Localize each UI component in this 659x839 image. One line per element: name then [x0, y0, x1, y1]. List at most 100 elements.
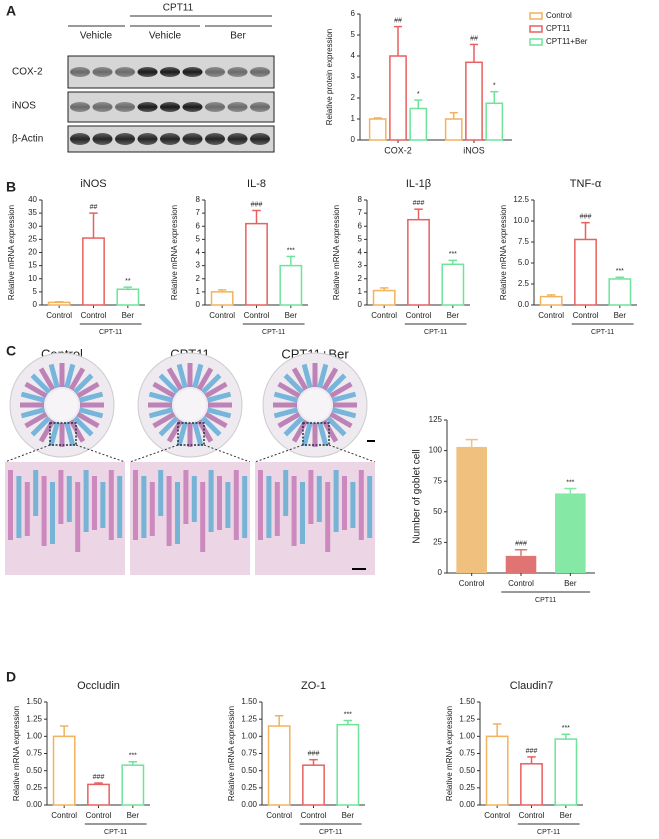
villus — [317, 363, 329, 389]
x-tick-label: Control — [209, 311, 235, 320]
villus — [148, 407, 174, 419]
y-tick-label: 4 — [358, 248, 363, 257]
bar — [554, 738, 578, 806]
villus — [321, 419, 339, 443]
y-tick-label: 1.50 — [459, 697, 475, 706]
y-tick-label: 6 — [358, 221, 363, 230]
crypt — [133, 470, 138, 540]
bar — [441, 263, 465, 306]
significance-label: * — [417, 91, 420, 98]
y-axis-label: Number of goblet cell — [412, 449, 423, 544]
villus — [152, 381, 176, 399]
crypt — [350, 482, 356, 528]
y-tick-label: 1 — [196, 287, 201, 296]
bar — [520, 763, 543, 806]
x-tick-label: Control — [244, 311, 270, 320]
y-tick-label: 8 — [196, 195, 201, 204]
zoom-image — [5, 462, 125, 575]
significance-label: *** — [129, 753, 137, 760]
villus — [176, 363, 188, 389]
villus — [68, 367, 86, 391]
x-tick-label: Control — [46, 311, 72, 320]
crypt — [66, 476, 72, 522]
crypt — [183, 470, 189, 524]
zoom-guide — [254, 444, 304, 463]
scale-bar — [352, 568, 366, 570]
villus — [176, 421, 188, 447]
villus — [331, 391, 357, 403]
crypt — [24, 482, 30, 536]
y-tick-label: 4 — [351, 51, 356, 60]
bar — [302, 764, 325, 806]
blot-band — [182, 133, 203, 145]
x-tick-label: Control — [519, 811, 545, 820]
y-tick-label: 20 — [28, 248, 37, 257]
significance-label: *** — [566, 479, 574, 486]
crypt — [266, 476, 272, 538]
bar — [336, 723, 360, 806]
villus — [166, 367, 184, 391]
y-tick-label: 4 — [196, 248, 201, 257]
villus — [206, 407, 232, 419]
villus — [200, 373, 222, 395]
significance-label: ### — [308, 751, 320, 758]
crypt — [325, 482, 331, 552]
villus — [329, 411, 353, 429]
crypt — [75, 482, 81, 552]
villus — [72, 373, 94, 395]
villus — [78, 407, 104, 419]
group-label: CPT-11 — [319, 829, 342, 836]
zoom-image — [255, 462, 375, 575]
villus — [196, 367, 214, 391]
significance-label: ## — [90, 204, 98, 211]
y-tick-label: 50 — [433, 507, 442, 516]
villus — [166, 419, 184, 443]
crypt — [16, 476, 22, 538]
villus — [78, 391, 104, 403]
crypt — [316, 476, 322, 522]
y-tick-label: 5.0 — [518, 258, 530, 267]
villus — [64, 363, 76, 389]
x-tick-label: Ber — [285, 311, 298, 320]
y-tick-label: 1.00 — [26, 731, 42, 740]
blot-band — [115, 67, 135, 77]
x-tick-label: Control — [459, 579, 485, 588]
y-tick-label: 0.00 — [26, 800, 42, 809]
blot-band — [115, 133, 135, 145]
crypt — [41, 476, 47, 546]
y-tick-label: 3 — [351, 72, 356, 81]
significance-label: ## — [394, 17, 402, 24]
blot-band — [137, 102, 158, 112]
villus — [148, 391, 174, 403]
zoom-box — [302, 422, 330, 446]
y-tick-label: 6 — [196, 221, 201, 230]
y-axis-label: Relative mRNA expression — [499, 205, 508, 300]
crypt — [208, 470, 214, 532]
blot-row-label: β-Actin — [12, 134, 43, 145]
y-tick-label: 7 — [196, 208, 201, 217]
chart-title: IL-1β — [406, 178, 431, 190]
blot-band — [137, 67, 158, 77]
y-tick-label: 0.75 — [26, 749, 42, 758]
group-label: CPT-11 — [424, 329, 447, 336]
crypt — [258, 470, 263, 540]
group-label: CPT-11 — [104, 829, 127, 836]
y-tick-label: 1.00 — [459, 731, 475, 740]
significance-label: ### — [526, 748, 538, 755]
crypt — [158, 470, 164, 516]
crypt — [225, 482, 231, 528]
y-tick-label: 0 — [33, 300, 38, 309]
crypt — [300, 482, 305, 544]
x-tick-label: Ber — [564, 579, 577, 588]
legend-swatch — [529, 25, 543, 33]
crypt — [200, 482, 206, 552]
y-tick-label: 0.50 — [241, 766, 257, 775]
villus — [291, 419, 309, 443]
bar — [279, 264, 303, 306]
x-tick-label: Control — [484, 811, 510, 820]
bar — [456, 446, 487, 573]
villus — [48, 421, 60, 447]
chart-title: ZO-1 — [301, 680, 326, 692]
y-tick-label: 1.25 — [241, 714, 257, 723]
crypt — [242, 476, 248, 538]
